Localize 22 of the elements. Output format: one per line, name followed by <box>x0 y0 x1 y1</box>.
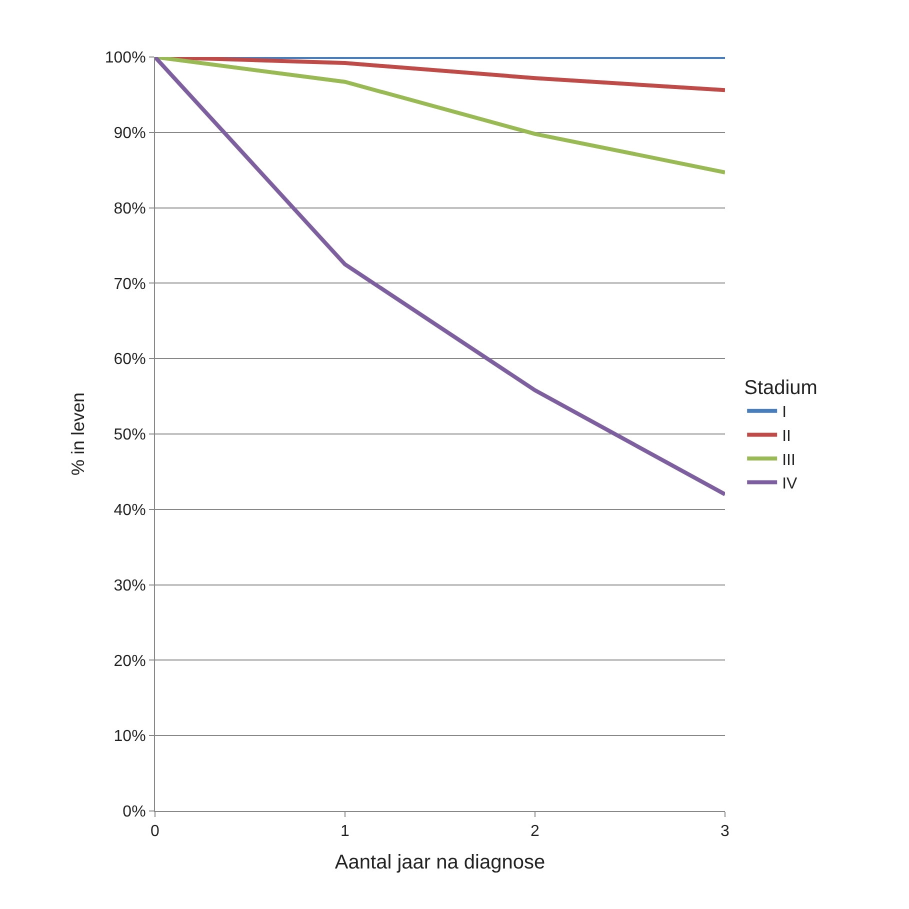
y-tick-label: 0% <box>122 804 146 821</box>
legend-title: Stadium <box>744 377 818 399</box>
y-tick-label: 20% <box>114 652 146 670</box>
y-tick-label: 40% <box>114 502 146 519</box>
y-axis-title: % in leven <box>68 392 88 476</box>
legend-label: III <box>782 452 796 469</box>
y-tick-label: 10% <box>114 728 146 746</box>
x-tick-label: 2 <box>530 823 540 840</box>
y-tick-label: 30% <box>114 577 146 594</box>
legend-label: IV <box>782 476 798 493</box>
x-tick-label: 3 <box>720 823 730 840</box>
y-tick-label: 70% <box>114 276 146 293</box>
y-tick-label: 80% <box>114 200 146 218</box>
x-axis-title: Aantal jaar na diagnose <box>334 852 546 874</box>
legend-label: II <box>782 428 791 445</box>
x-tick-label: 1 <box>340 823 350 840</box>
y-tick-label: 100% <box>104 50 146 67</box>
legend-label: I <box>782 404 787 422</box>
y-tick-label: 60% <box>114 351 146 368</box>
x-tick-label: 0 <box>150 823 160 840</box>
y-tick-label: 50% <box>114 426 146 444</box>
y-tick-label: 90% <box>114 125 146 142</box>
